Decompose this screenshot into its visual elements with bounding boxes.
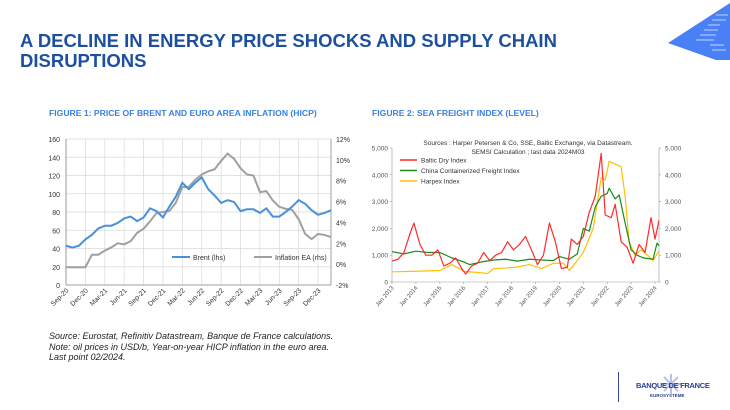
source-note: Source: Eurostat, Refinitiv Datastream, … (49, 331, 389, 363)
x-tick-label: Jan 2018 (495, 285, 516, 308)
last-point-line: Last point 02/2024. (49, 352, 126, 362)
y2-tick-label: 3,000 (665, 199, 682, 206)
x-tick-label: Jan 2014 (399, 285, 420, 308)
y-tick-label: 60 (52, 228, 60, 235)
y-tick-label: 0 (56, 283, 60, 290)
logo-emblem-icon (661, 374, 681, 394)
figure-1-title: FIGURE 1: PRICE OF BRENT AND EURO AREA I… (49, 108, 317, 118)
y2-tick-label: 8% (336, 179, 346, 186)
legend-label: China Containerized Freight Index (421, 168, 520, 175)
y2-tick-label: 4,000 (665, 172, 682, 179)
y-tick-label: 4,000 (372, 172, 389, 179)
source-line: Source: Eurostat, Refinitiv Datastream, … (49, 331, 334, 341)
legend-label: Harpex Index (421, 179, 460, 186)
y2-tick-label: 4% (336, 220, 346, 227)
x-tick-label: Jan 2022 (590, 285, 611, 308)
logo-subtitle: EUROSYSTÈME (650, 393, 685, 398)
logo-divider (618, 372, 619, 402)
figure-2-title: FIGURE 2: SEA FREIGHT INDEX (LEVEL) (372, 108, 539, 118)
y2-tick-label: 0 (665, 280, 669, 287)
y-tick-label: 100 (48, 192, 60, 199)
note-line: Note: oil prices in USD/b, Year-on-year … (49, 341, 329, 352)
x-tick-label: Jan 2021 (566, 285, 587, 308)
y-tick-label: 120 (48, 174, 60, 181)
slide-title: A DECLINE IN ENERGY PRICE SHOCKS AND SUP… (20, 30, 557, 71)
legend-label: Inflation EA (rhs) (275, 255, 327, 262)
y2-tick-label: 0% (336, 262, 346, 269)
x-tick-label: Jan 2020 (542, 285, 563, 308)
x-tick-label: Jan 2017 (471, 285, 492, 308)
logo-name: BANQUE DE FRANCE (636, 381, 710, 390)
x-tick-label: Jan 2016 (447, 285, 468, 308)
y-tick-label: 80 (52, 210, 60, 217)
y-tick-label: 0 (384, 280, 388, 287)
y2-tick-label: 6% (336, 200, 346, 207)
y-tick-label: 3,000 (372, 199, 389, 206)
x-tick-label: Jan 2015 (423, 285, 444, 308)
y-tick-label: 20 (52, 265, 60, 272)
y2-tick-label: -2% (336, 283, 348, 290)
y2-tick-label: 2% (336, 241, 346, 248)
y2-tick-label: 12% (336, 137, 350, 144)
y-tick-label: 160 (48, 137, 60, 144)
x-tick-label: Jan 2013 (375, 285, 396, 308)
decorative-wing-icon (668, 0, 730, 60)
y2-tick-label: 1,000 (665, 253, 682, 260)
legend-label: Baltic Dry Index (421, 158, 467, 165)
chart-calc-line: SEMSI Calculation ; last data 2024M03 (471, 149, 584, 156)
y-tick-label: 40 (52, 247, 60, 254)
y-tick-label: 5,000 (372, 146, 389, 153)
chart-source-line: Sources : Harper Petersen & Co, SSE, Bal… (423, 140, 632, 147)
x-tick-label: Jan 2019 (519, 285, 540, 308)
y-tick-label: 2,000 (372, 226, 389, 233)
x-tick-label: Jan 2023 (614, 285, 635, 308)
y2-tick-label: 10% (336, 158, 350, 165)
y-tick-label: 1,000 (372, 253, 389, 260)
y2-tick-label: 2,000 (665, 226, 682, 233)
y2-tick-label: 5,000 (665, 146, 682, 153)
series-line-inflation (66, 152, 332, 269)
series-line (391, 152, 660, 275)
banque-de-france-logo: BANQUE DE FRANCE EUROSYSTÈME (614, 372, 724, 402)
x-tick-label: Jan 2024 (638, 285, 659, 308)
series-line-brent (65, 175, 332, 249)
legend-label: Brent (lhs) (193, 255, 225, 262)
y-tick-label: 140 (48, 155, 60, 162)
